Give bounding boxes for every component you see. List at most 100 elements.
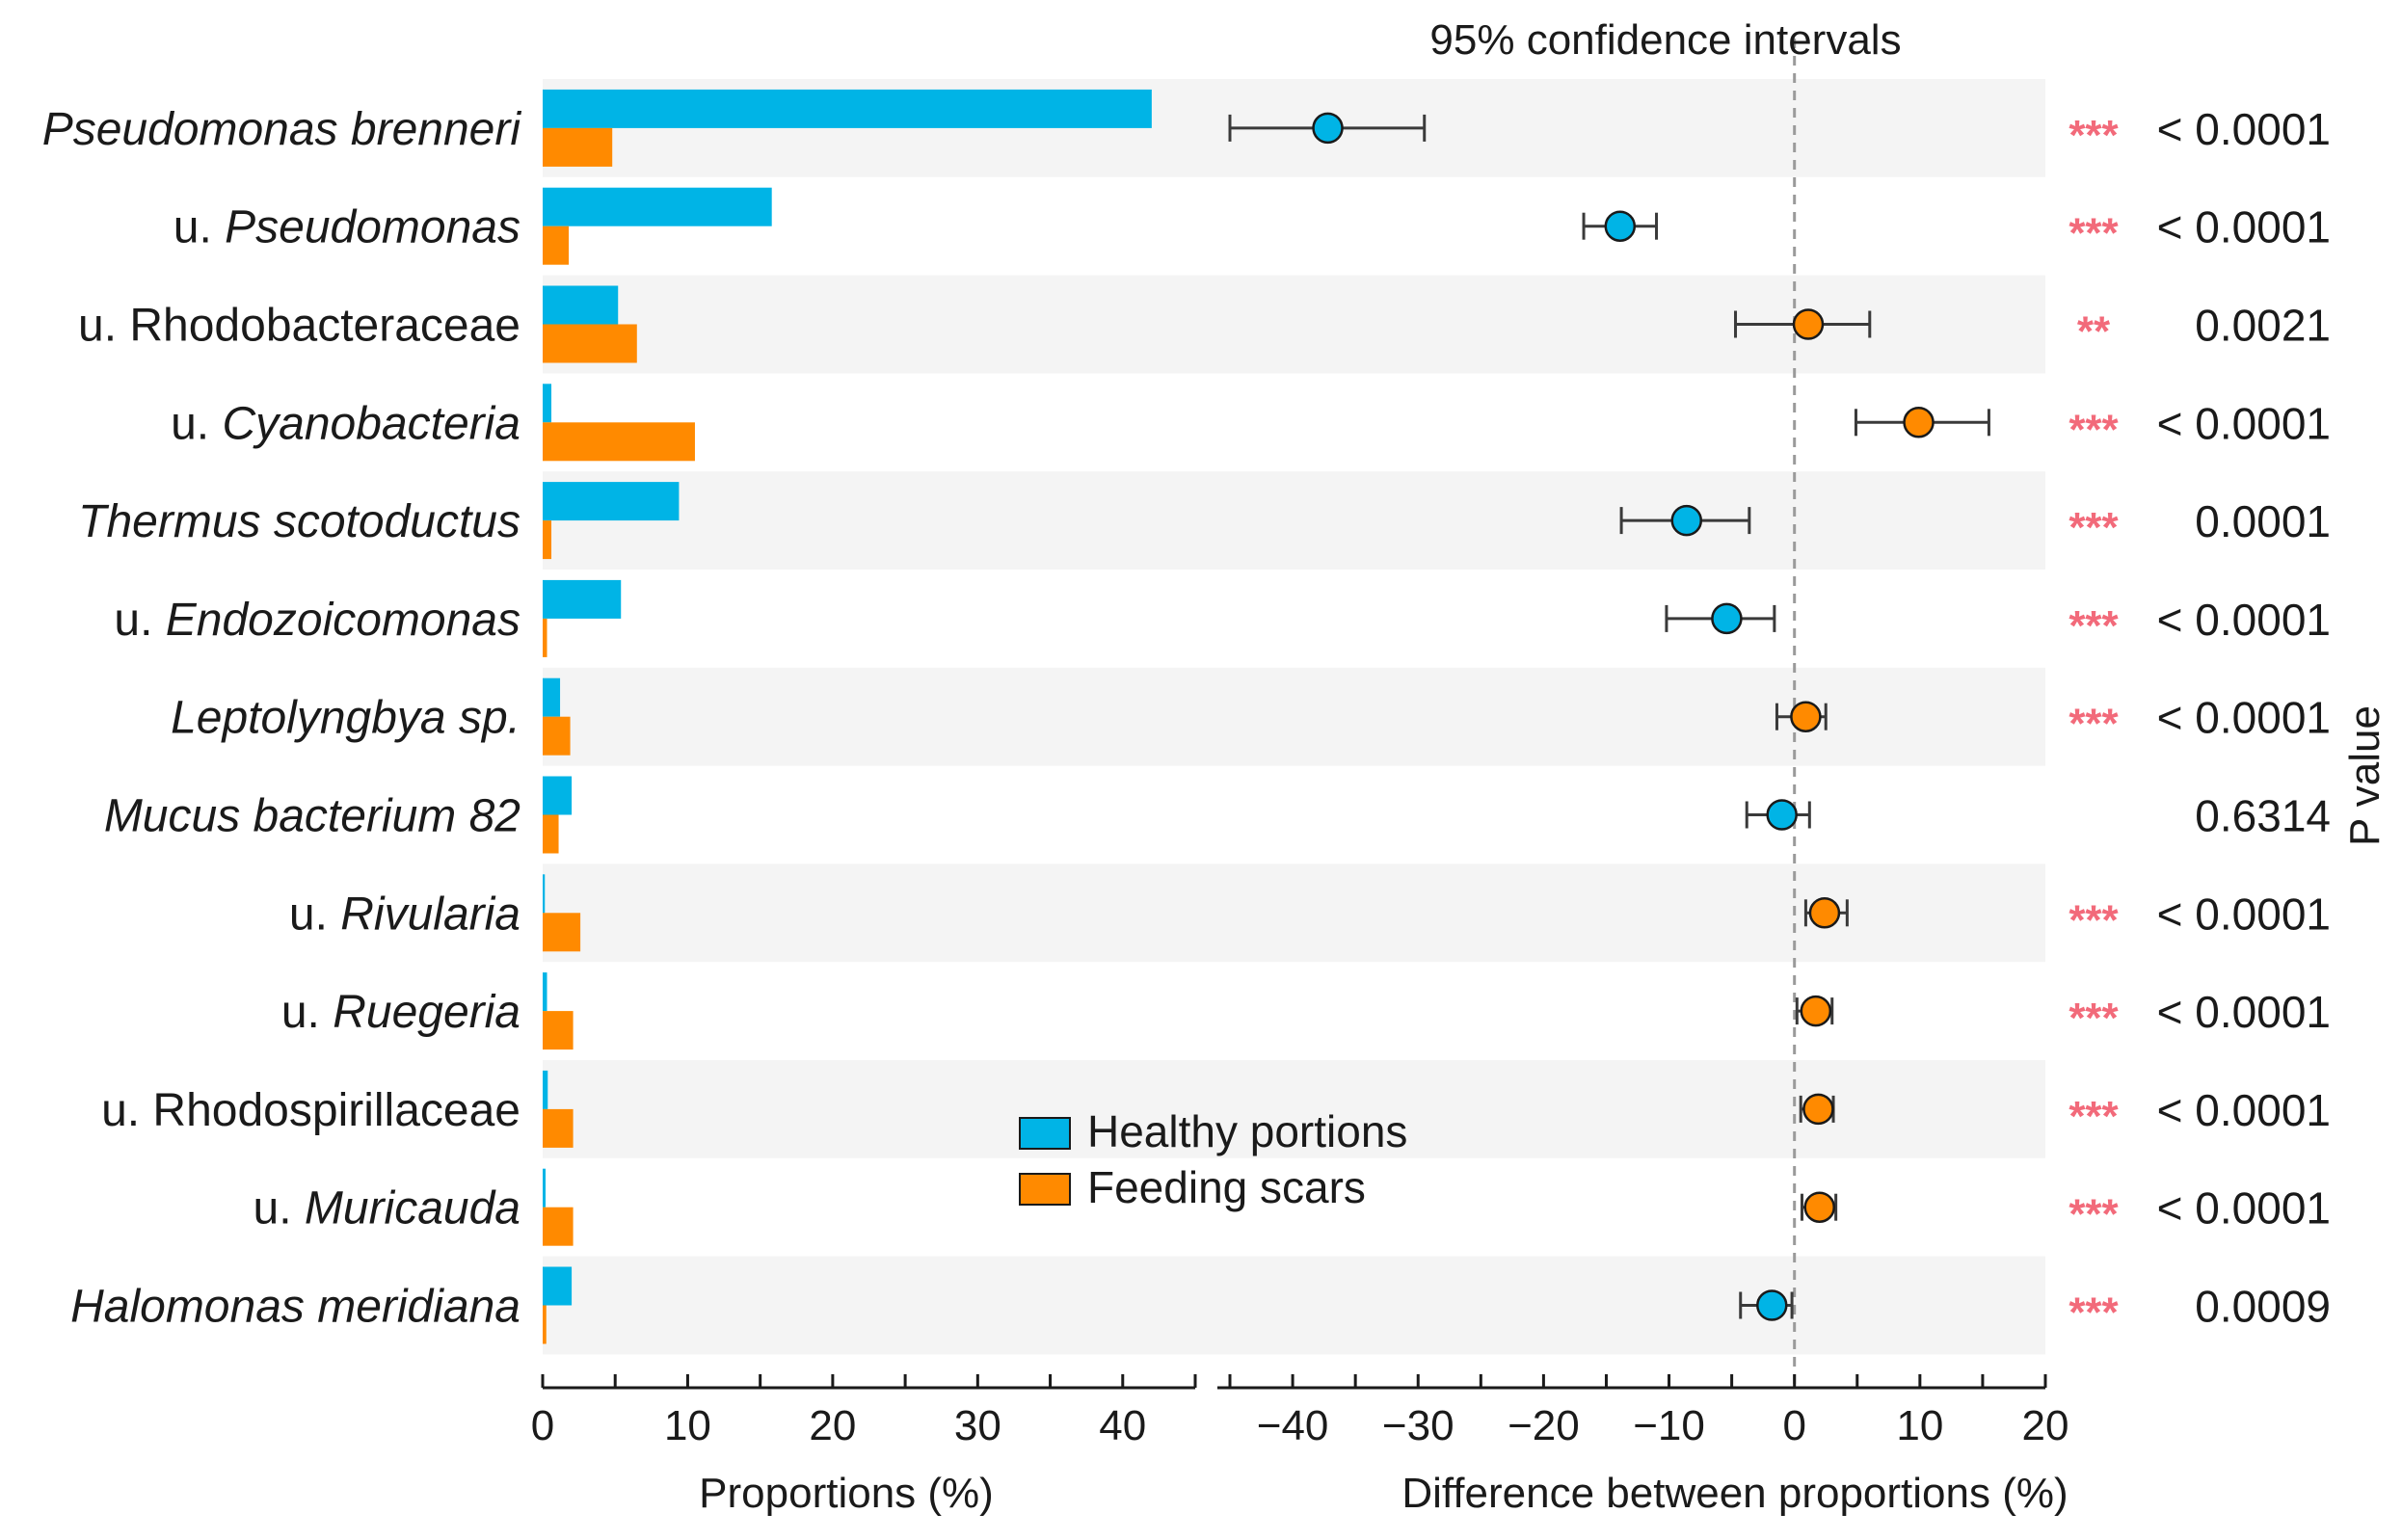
significance-stars: ***: [2068, 1191, 2119, 1238]
taxon-label: Mucus bacterium 82: [104, 791, 520, 842]
right-tick-label: −30: [1382, 1402, 1455, 1449]
p-value: < 0.0001: [2157, 595, 2331, 645]
p-value: < 0.0001: [2157, 889, 2331, 939]
confidence-intervals: [1228, 112, 1990, 1321]
left-tick-label: 30: [954, 1402, 1001, 1449]
chart-title: 95% confidence intervals: [1429, 16, 1901, 64]
bar-scars: [543, 618, 547, 657]
pvalue-axis-title: P value: [2341, 705, 2389, 846]
left-tick-label: 0: [531, 1402, 554, 1449]
taxon-label: Pseudomonas brenneri: [42, 104, 522, 155]
bar-healthy: [543, 874, 546, 914]
bar-scars: [543, 1207, 574, 1246]
p-value: 0.6314: [2195, 791, 2331, 841]
taxon-label: u. Muricauda: [254, 1183, 520, 1235]
bar-scars: [543, 324, 637, 363]
bar-healthy: [543, 89, 1152, 128]
right-tick-label: −40: [1257, 1402, 1329, 1449]
diff-point: [1312, 112, 1344, 145]
left-tick-label: 40: [1099, 1402, 1146, 1449]
p-value: < 0.0001: [2157, 693, 2331, 743]
significance-stars: **: [2077, 308, 2111, 356]
bar-healthy: [543, 187, 772, 226]
p-value: < 0.0001: [2157, 987, 2331, 1037]
p-value: < 0.0001: [2157, 202, 2331, 252]
right-tick-label: −20: [1508, 1402, 1580, 1449]
p-value: 0.0021: [2195, 301, 2331, 351]
diff-point: [1756, 1289, 1788, 1321]
diff-point: [1792, 308, 1825, 340]
left-x-axis: 0 10 20 30 40: [531, 1374, 1197, 1449]
taxon-labels: Pseudomonas brenneri u. Pseudomonas u. Rho…: [42, 104, 522, 1333]
row-stripe: [543, 1256, 2045, 1355]
significance-stars: ***: [2068, 406, 2119, 453]
legend-swatch-healthy: [1019, 1117, 1071, 1150]
bar-scars: [543, 716, 571, 756]
legend: Healthy portions Feeding scars: [1019, 1106, 1407, 1212]
taxon-label: u. Rhodobacteraceae: [78, 301, 520, 352]
right-tick-label: −10: [1633, 1402, 1705, 1449]
bar-scars: [543, 1011, 574, 1050]
p-value: < 0.0001: [2157, 1183, 2331, 1234]
bar-healthy: [543, 776, 573, 815]
bar-healthy: [543, 972, 547, 1012]
taxon-label: Halomonas meridiana: [70, 1282, 520, 1333]
significance-stars: ***: [2068, 504, 2119, 551]
right-tick-label: 0: [1782, 1402, 1805, 1449]
right-tick-label: 10: [1896, 1402, 1943, 1449]
right-tick-label: 20: [2022, 1402, 2069, 1449]
taxon-label: u. Cyanobacteria: [171, 398, 520, 449]
taxon-label: u. Rivularia: [289, 889, 520, 940]
diff-point: [1604, 210, 1637, 242]
bar-healthy: [543, 677, 561, 717]
diff-point: [1766, 799, 1798, 831]
bar-healthy: [543, 1168, 547, 1208]
proportion-bars: [543, 89, 1152, 1344]
bar-healthy: [543, 384, 552, 423]
bar-scars: [543, 1305, 547, 1344]
taxon-label: u. Pseudomonas: [173, 202, 520, 253]
diff-point: [1790, 701, 1822, 732]
p-value: < 0.0001: [2157, 398, 2331, 448]
diff-point: [1803, 1191, 1835, 1223]
significance-stars: ***: [2068, 112, 2119, 159]
taxon-label: u. Ruegeria: [281, 987, 520, 1038]
bar-scars: [543, 127, 613, 167]
significance-stars: ***: [2068, 1093, 2119, 1140]
taxon-label: u. Rhodospirillaceae: [101, 1085, 520, 1136]
p-value-column: *** < 0.0001 *** < 0.0001 ** 0.0021 *** < 0.000…: [2068, 104, 2331, 1337]
bar-healthy: [543, 1070, 548, 1109]
diff-point: [1808, 897, 1841, 929]
left-tick-label: 20: [809, 1402, 856, 1449]
significance-stars: ***: [2068, 995, 2119, 1042]
bar-scars: [543, 814, 559, 854]
significance-stars: ***: [2068, 210, 2119, 257]
bar-scars: [543, 226, 570, 265]
p-value: < 0.0001: [2157, 1085, 2331, 1135]
right-axis-title: Difference between proportions (%): [1401, 1470, 2068, 1517]
taxon-label: Thermus scotoductus: [78, 496, 520, 547]
diff-point: [1802, 1093, 1834, 1126]
diff-point: [1670, 504, 1703, 537]
bar-healthy: [543, 482, 680, 521]
bar-scars: [543, 520, 552, 560]
significance-stars: ***: [2068, 1289, 2119, 1337]
diff-point: [1711, 602, 1743, 635]
row-stripe: [543, 1060, 2045, 1158]
bar-healthy: [543, 1266, 573, 1306]
bar-healthy: [543, 285, 619, 325]
p-value: < 0.0001: [2157, 104, 2331, 154]
legend-label-scars: Feeding scars: [1087, 1162, 1366, 1212]
taxon-label: u. Endozoicomonas: [114, 595, 520, 646]
legend-label-healthy: Healthy portions: [1087, 1106, 1407, 1156]
significance-stars: ***: [2068, 602, 2119, 650]
left-tick-label: 10: [664, 1402, 711, 1449]
bar-scars: [543, 422, 695, 462]
bar-scars: [543, 1108, 574, 1148]
left-axis-title: Proportions (%): [699, 1470, 994, 1517]
bar-healthy: [543, 579, 622, 619]
significance-stars: ***: [2068, 896, 2119, 943]
legend-swatch-scars: [1019, 1173, 1071, 1206]
diff-point: [1903, 407, 1935, 438]
